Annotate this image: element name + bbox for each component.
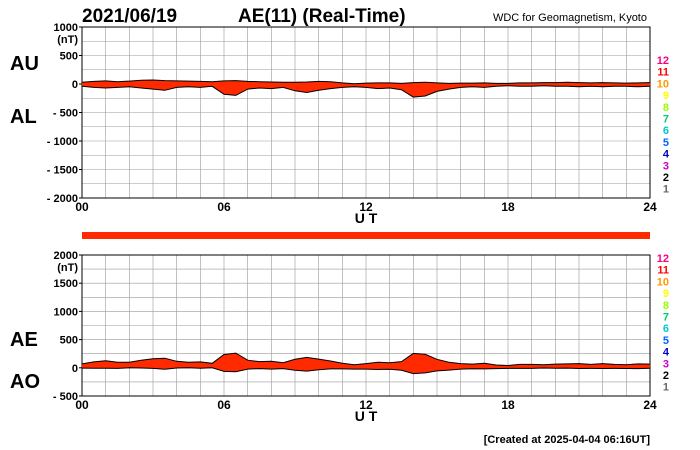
y-tick-label: - 500: [53, 391, 78, 403]
station-count-label: 7: [663, 114, 669, 126]
y-tick-label: 1000: [54, 306, 78, 318]
series-fill-band: [82, 353, 650, 374]
y-tick-label: 0: [72, 79, 78, 91]
station-count-label: 9: [663, 90, 669, 102]
station-count-label: 9: [663, 288, 669, 300]
series-label-ae: AE: [10, 329, 38, 351]
y-tick-label: 1500: [54, 278, 78, 290]
y-tick-label: - 500: [53, 108, 78, 120]
x-tick-label: 24: [643, 398, 657, 412]
y-tick-label: 0: [72, 363, 78, 375]
series-label-au: AU: [10, 53, 39, 75]
x-axis-label: U T: [355, 408, 378, 424]
series-line-au: [81, 79, 651, 85]
station-count-label: 4: [663, 347, 670, 359]
station-count-label: 8: [663, 300, 669, 312]
station-count-label: 1: [663, 184, 669, 196]
station-count-label: 11: [657, 265, 669, 277]
station-count-label: 10: [657, 276, 669, 288]
x-axis-label: U T: [355, 210, 378, 226]
y-unit-label: (nT): [57, 34, 78, 46]
station-count-label: 5: [663, 335, 669, 347]
data-source-label: WDC for Geomagnetism, Kyoto: [493, 12, 647, 24]
station-count-label: 1: [663, 382, 669, 394]
x-tick-label: 12: [359, 398, 373, 412]
y-tick-label: 2000: [54, 250, 78, 262]
x-tick-label: 18: [501, 200, 515, 214]
y-tick-label: 1000: [54, 22, 78, 34]
series-label-al: AL: [10, 106, 37, 128]
y-unit-label: (nT): [57, 262, 78, 274]
y-tick-label: - 1500: [47, 165, 78, 177]
station-count-label: 2: [663, 370, 669, 382]
station-count-label: 5: [663, 137, 669, 149]
x-tick-label: 24: [643, 200, 657, 214]
station-count-label: 3: [663, 160, 669, 172]
x-tick-label: 18: [501, 398, 515, 412]
station-count-label: 6: [663, 323, 669, 335]
station-count-label: 10: [657, 78, 669, 90]
station-count-label: 7: [663, 312, 669, 324]
chart-title: AE(11) (Real-Time): [238, 6, 406, 27]
created-timestamp: [Created at 2025-04-04 06:16UT]: [484, 434, 651, 446]
data-availability-bar: [82, 232, 650, 239]
y-tick-label: 500: [60, 335, 78, 347]
station-count-label: 4: [663, 149, 670, 161]
ae-ao-panel: 2000 1500 1000 500 0 - 500 (nT) 00 06 12 18 24 U T AE…: [10, 250, 657, 424]
x-tick-label: 12: [359, 200, 373, 214]
au-al-panel: 1000 500 0 - 500 - 1000 - 1500 - 2000 (nT) 00 06 1…: [10, 22, 657, 226]
series-line-al: [81, 85, 651, 98]
series-label-ao: AO: [10, 371, 40, 393]
y-tick-label: - 1000: [47, 136, 78, 148]
y-tick-label: 500: [60, 51, 78, 63]
series-fill-band: [82, 80, 650, 98]
station-count-label: 12: [657, 253, 669, 265]
availability-bar-fill: [82, 232, 650, 239]
x-tick-label: 00: [75, 200, 89, 214]
y-tick-label: - 2000: [47, 193, 78, 205]
station-count-label: 12: [657, 55, 669, 67]
station-count-label: 3: [663, 358, 669, 370]
x-tick-label: 06: [217, 200, 231, 214]
station-count-label: 8: [663, 102, 669, 114]
station-count-label: 6: [663, 125, 669, 137]
station-count-label: 2: [663, 172, 669, 184]
x-tick-label: 06: [217, 398, 231, 412]
series-line-ae: [81, 352, 651, 367]
station-count-label: 11: [657, 67, 669, 79]
x-tick-label: 00: [75, 398, 89, 412]
series-line-ao: [81, 367, 651, 375]
chart-date: 2021/06/19: [82, 6, 177, 27]
plot-frame: [81, 254, 651, 397]
